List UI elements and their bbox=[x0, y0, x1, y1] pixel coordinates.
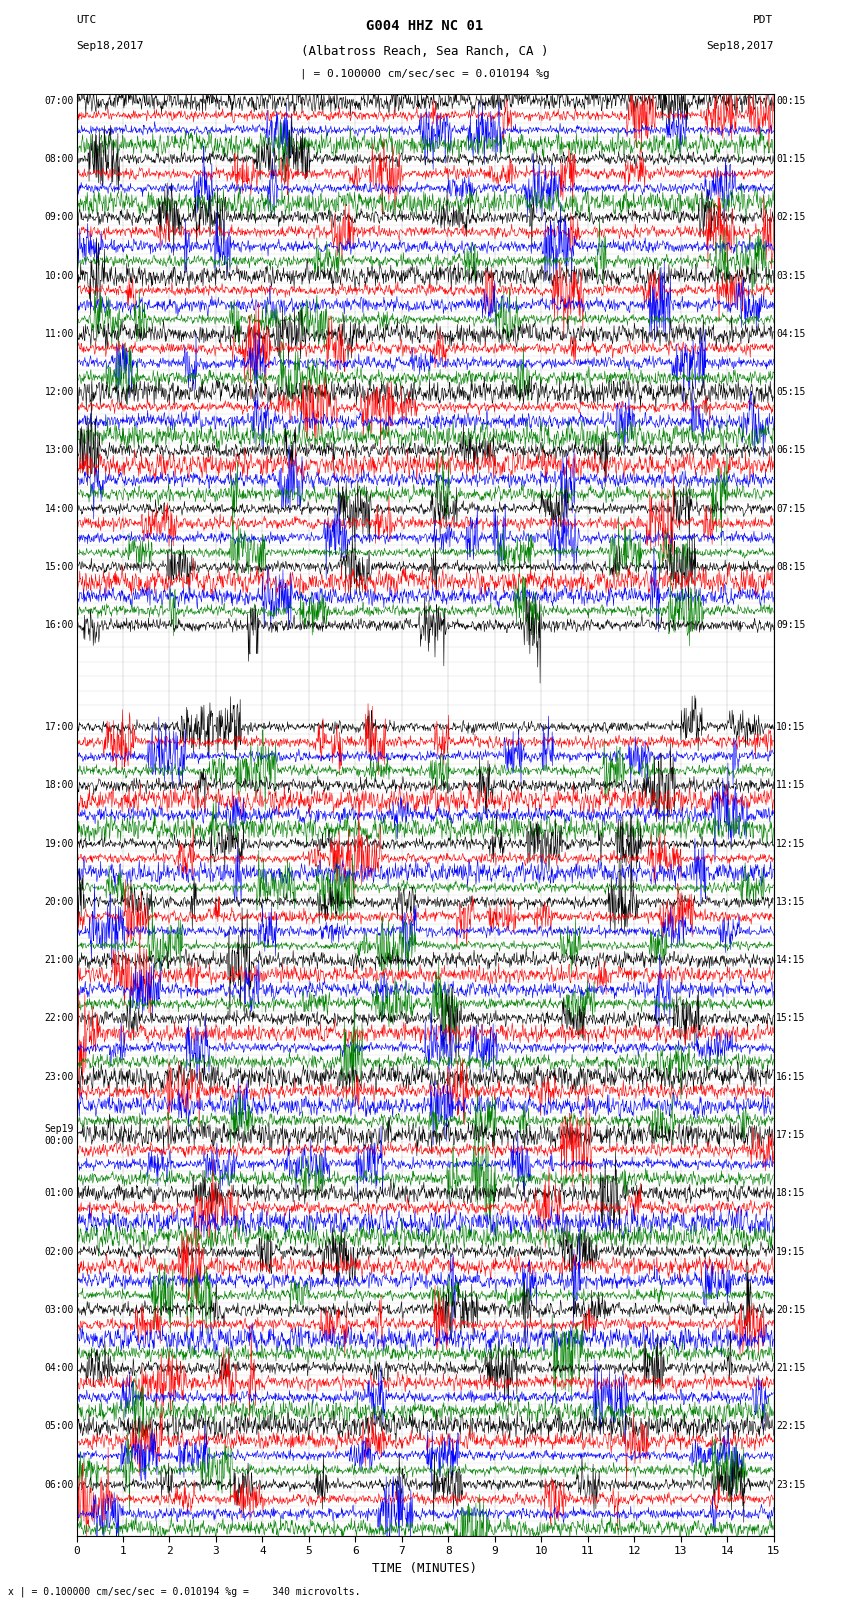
Text: 22:15: 22:15 bbox=[776, 1421, 806, 1431]
Text: 23:15: 23:15 bbox=[776, 1479, 806, 1489]
X-axis label: TIME (MINUTES): TIME (MINUTES) bbox=[372, 1561, 478, 1574]
Text: 15:15: 15:15 bbox=[776, 1013, 806, 1024]
Text: 14:00: 14:00 bbox=[44, 503, 74, 513]
Text: 15:00: 15:00 bbox=[44, 561, 74, 573]
Text: 14:15: 14:15 bbox=[776, 955, 806, 965]
Text: 19:00: 19:00 bbox=[44, 839, 74, 848]
Text: 13:00: 13:00 bbox=[44, 445, 74, 455]
Text: 08:15: 08:15 bbox=[776, 561, 806, 573]
Text: 09:00: 09:00 bbox=[44, 213, 74, 223]
Text: 11:15: 11:15 bbox=[776, 781, 806, 790]
Text: 20:15: 20:15 bbox=[776, 1305, 806, 1315]
Text: 06:00: 06:00 bbox=[44, 1479, 74, 1489]
Text: 02:00: 02:00 bbox=[44, 1247, 74, 1257]
Text: 07:15: 07:15 bbox=[776, 503, 806, 513]
Text: 07:00: 07:00 bbox=[44, 95, 74, 106]
Text: Sep19
00:00: Sep19 00:00 bbox=[44, 1124, 74, 1145]
Text: 04:00: 04:00 bbox=[44, 1363, 74, 1373]
Text: 02:15: 02:15 bbox=[776, 213, 806, 223]
Text: 10:15: 10:15 bbox=[776, 723, 806, 732]
Text: 04:15: 04:15 bbox=[776, 329, 806, 339]
Text: 17:15: 17:15 bbox=[776, 1131, 806, 1140]
Text: 05:00: 05:00 bbox=[44, 1421, 74, 1431]
Text: Sep18,2017: Sep18,2017 bbox=[76, 42, 144, 52]
Text: 21:15: 21:15 bbox=[776, 1363, 806, 1373]
Text: 16:00: 16:00 bbox=[44, 621, 74, 631]
Text: 12:00: 12:00 bbox=[44, 387, 74, 397]
Text: 19:15: 19:15 bbox=[776, 1247, 806, 1257]
Text: 22:00: 22:00 bbox=[44, 1013, 74, 1024]
Text: 13:15: 13:15 bbox=[776, 897, 806, 907]
Text: 01:00: 01:00 bbox=[44, 1189, 74, 1198]
Text: 18:00: 18:00 bbox=[44, 781, 74, 790]
Text: PDT: PDT bbox=[753, 16, 774, 26]
Text: UTC: UTC bbox=[76, 16, 97, 26]
Text: 09:15: 09:15 bbox=[776, 621, 806, 631]
Text: 01:15: 01:15 bbox=[776, 155, 806, 165]
Text: 06:15: 06:15 bbox=[776, 445, 806, 455]
Text: 20:00: 20:00 bbox=[44, 897, 74, 907]
Text: 11:00: 11:00 bbox=[44, 329, 74, 339]
Text: 12:15: 12:15 bbox=[776, 839, 806, 848]
Text: | = 0.100000 cm/sec/sec = 0.010194 %g: | = 0.100000 cm/sec/sec = 0.010194 %g bbox=[300, 69, 550, 79]
Text: 05:15: 05:15 bbox=[776, 387, 806, 397]
Text: 10:00: 10:00 bbox=[44, 271, 74, 281]
Text: 03:00: 03:00 bbox=[44, 1305, 74, 1315]
Text: x | = 0.100000 cm/sec/sec = 0.010194 %g =    340 microvolts.: x | = 0.100000 cm/sec/sec = 0.010194 %g … bbox=[8, 1586, 361, 1597]
Text: 00:15: 00:15 bbox=[776, 95, 806, 106]
Text: (Albatross Reach, Sea Ranch, CA ): (Albatross Reach, Sea Ranch, CA ) bbox=[301, 45, 549, 58]
Text: Sep18,2017: Sep18,2017 bbox=[706, 42, 774, 52]
Text: 08:00: 08:00 bbox=[44, 155, 74, 165]
Text: 23:00: 23:00 bbox=[44, 1071, 74, 1082]
Text: 18:15: 18:15 bbox=[776, 1189, 806, 1198]
Text: 03:15: 03:15 bbox=[776, 271, 806, 281]
Text: 17:00: 17:00 bbox=[44, 723, 74, 732]
Text: 16:15: 16:15 bbox=[776, 1071, 806, 1082]
Text: G004 HHZ NC 01: G004 HHZ NC 01 bbox=[366, 19, 484, 32]
Text: 21:00: 21:00 bbox=[44, 955, 74, 965]
